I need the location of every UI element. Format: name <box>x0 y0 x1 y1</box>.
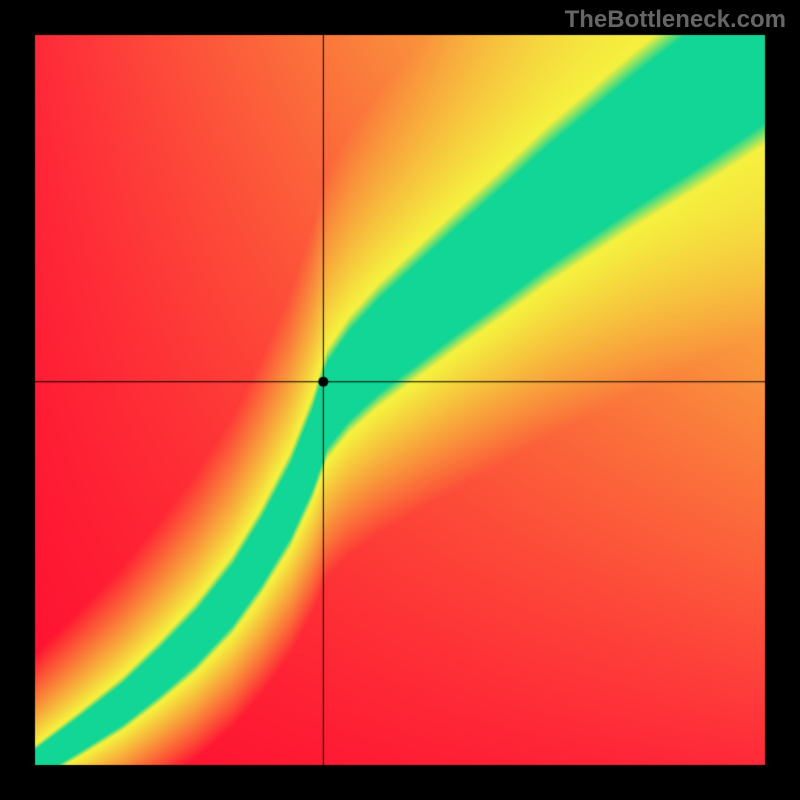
watermark-text: TheBottleneck.com <box>565 6 786 34</box>
chart-container: TheBottleneck.com <box>0 0 800 800</box>
bottleneck-heatmap <box>0 0 800 800</box>
